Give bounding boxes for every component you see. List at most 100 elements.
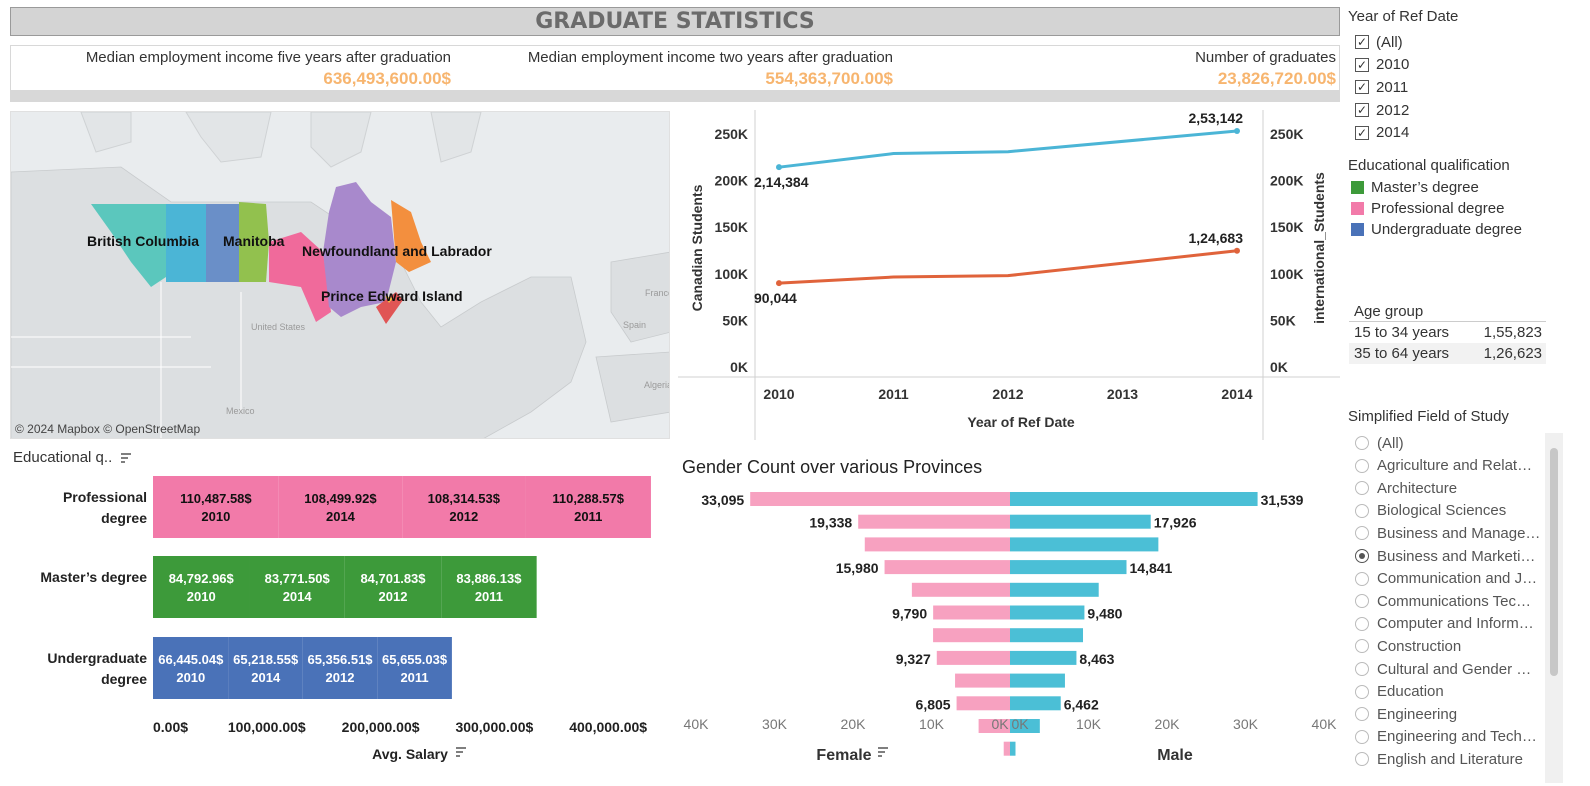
salary-x-label: Avg. Salary bbox=[372, 746, 448, 762]
line-point bbox=[1234, 247, 1240, 254]
male-bar-label: 17,926 bbox=[1154, 515, 1197, 531]
line-chart-y-tick: 0K bbox=[730, 359, 748, 375]
checkbox[interactable]: ✓ bbox=[1355, 103, 1369, 118]
age-group-row[interactable]: 15 to 34 years 1,55,823 bbox=[1349, 322, 1546, 343]
salary-bar-segment bbox=[377, 637, 452, 699]
field-filter-scroll-thumb[interactable] bbox=[1550, 448, 1558, 676]
field-option-label: Communications Tec… bbox=[1377, 592, 1531, 610]
line-chart-y2-tick: 250K bbox=[1270, 126, 1303, 142]
checkbox[interactable]: ✓ bbox=[1355, 125, 1369, 140]
field-option[interactable]: Education bbox=[1355, 681, 1444, 703]
male-bar-label: 8,463 bbox=[1079, 651, 1114, 667]
salary-x-tick: 200,000.00$ bbox=[342, 719, 420, 735]
field-option[interactable]: Computer and Inform… bbox=[1355, 613, 1534, 635]
radio-button[interactable] bbox=[1355, 549, 1369, 563]
male-bar bbox=[1010, 696, 1061, 711]
field-option[interactable]: Communication and J… bbox=[1355, 568, 1537, 590]
salary-segment-label: 65,218.55$ bbox=[233, 652, 299, 667]
male-bar bbox=[1010, 628, 1084, 643]
radio-button[interactable] bbox=[1355, 594, 1369, 609]
field-option-label: Communication and J… bbox=[1377, 570, 1538, 588]
field-option-label: Agriculture and Relat… bbox=[1377, 457, 1533, 475]
field-option[interactable]: Biological Sciences bbox=[1355, 500, 1506, 522]
female-bar bbox=[1003, 741, 1010, 756]
province-map[interactable]: United States Mexico France Spain Algeri… bbox=[10, 111, 670, 439]
female-bar-label: 19,338 bbox=[809, 515, 852, 531]
legend-label: Undergraduate degree bbox=[1371, 221, 1522, 238]
qualification-legend-item[interactable]: Master’s degree bbox=[1351, 177, 1479, 198]
salary-segment-label: 66,445.04$ bbox=[158, 652, 224, 667]
kpi-label: Median employment income five years afte… bbox=[85, 49, 451, 66]
radio-button[interactable] bbox=[1355, 458, 1369, 473]
radio-button[interactable] bbox=[1355, 436, 1369, 450]
radio-button[interactable] bbox=[1355, 616, 1369, 631]
line-point bbox=[1234, 128, 1240, 135]
field-option-label: Business and Marketi… bbox=[1377, 547, 1536, 565]
field-option[interactable]: Business and Manage… bbox=[1355, 522, 1540, 544]
field-option-label: Engineering and Tech… bbox=[1377, 728, 1537, 746]
bar-chart-avg-salary[interactable]: Educational q.. Professional degree 110,487… bbox=[10, 446, 670, 782]
salary-bar-segment bbox=[153, 556, 250, 618]
line-chart-y2-label: international_Students bbox=[1311, 172, 1327, 324]
field-option[interactable]: Engineering and Tech… bbox=[1355, 726, 1537, 748]
year-option-label: 2011 bbox=[1376, 78, 1409, 96]
checkbox[interactable]: ✓ bbox=[1355, 57, 1369, 72]
checkbox[interactable]: ✓ bbox=[1355, 35, 1369, 49]
year-option[interactable]: ✓ 2011 bbox=[1355, 76, 1408, 98]
year-option[interactable]: ✓ 2014 bbox=[1355, 122, 1409, 144]
radio-button[interactable] bbox=[1355, 729, 1369, 744]
year-option[interactable]: ✓ (All) bbox=[1355, 31, 1403, 53]
radio-button[interactable] bbox=[1355, 503, 1369, 518]
field-option[interactable]: (All) bbox=[1355, 432, 1404, 454]
radio-button[interactable] bbox=[1355, 639, 1369, 654]
field-option[interactable]: Agriculture and Relat… bbox=[1355, 455, 1532, 477]
map-attribution: © 2024 Mapbox © OpenStreetMap bbox=[15, 422, 201, 436]
radio-button[interactable] bbox=[1355, 662, 1369, 676]
salary-category-label: degree bbox=[101, 671, 147, 687]
field-option[interactable]: Business and Marketi… bbox=[1355, 545, 1535, 567]
radio-button[interactable] bbox=[1355, 684, 1369, 699]
qualification-legend-item[interactable]: Professional degree bbox=[1351, 198, 1504, 219]
year-option[interactable]: ✓ 2010 bbox=[1355, 54, 1409, 76]
line-chart-students[interactable]: 250K 250K 200K 200K 150K 150K 100K 100K 50K 50K 0K… bbox=[678, 110, 1340, 440]
qualification-legend-item[interactable]: Undergraduate degree bbox=[1351, 219, 1522, 240]
radio-dot bbox=[1359, 553, 1365, 559]
line-data-label: 2,53,142 bbox=[1189, 110, 1244, 126]
year-option[interactable]: ✓ 2012 bbox=[1355, 99, 1409, 121]
male-bar bbox=[1010, 582, 1099, 597]
field-option[interactable]: Construction bbox=[1355, 635, 1461, 657]
qualification-legend-title: Educational qualification bbox=[1348, 157, 1510, 174]
radio-button[interactable] bbox=[1355, 481, 1369, 496]
line-chart-x-label: Year of Ref Date bbox=[967, 414, 1075, 430]
field-option[interactable]: Communications Tec… bbox=[1355, 590, 1531, 612]
region-quebec bbox=[323, 182, 396, 317]
age-group-label: 35 to 64 years bbox=[1354, 345, 1450, 362]
kpi-value: 636,493,600.00$ bbox=[323, 69, 451, 88]
field-option[interactable]: Cultural and Gender … bbox=[1355, 658, 1531, 680]
field-option[interactable]: Architecture bbox=[1355, 477, 1457, 499]
radio-button[interactable] bbox=[1355, 571, 1369, 586]
field-option-label: Business and Manage… bbox=[1377, 524, 1541, 542]
region-manitoba bbox=[239, 202, 269, 282]
field-option[interactable]: Engineering bbox=[1355, 703, 1457, 725]
line-chart-y2-tick: 50K bbox=[1270, 312, 1296, 328]
salary-category-label: Master’s degree bbox=[40, 569, 147, 585]
male-bar bbox=[1010, 719, 1040, 733]
map-basemap-label: France bbox=[645, 288, 670, 298]
checkbox[interactable]: ✓ bbox=[1355, 80, 1369, 95]
female-bar-label: 6,805 bbox=[916, 696, 951, 712]
radio-button[interactable] bbox=[1355, 526, 1369, 541]
gender-x-tick-left: 10K bbox=[919, 716, 945, 732]
map-label-newfoundland: Newfoundland and Labrador bbox=[302, 243, 492, 259]
radio-button[interactable] bbox=[1355, 752, 1369, 767]
salary-bar-segment bbox=[153, 637, 229, 699]
age-group-row[interactable]: 35 to 64 years 1,26,623 bbox=[1349, 343, 1546, 364]
year-filter-title: Year of Ref Date bbox=[1348, 8, 1459, 25]
radio-button[interactable] bbox=[1355, 707, 1369, 722]
field-option[interactable]: English and Literature bbox=[1355, 748, 1523, 770]
salary-segment-label: 110,487.58$ bbox=[180, 491, 252, 506]
kpi-income-two-years: Median employment income two years after… bbox=[491, 46, 893, 90]
male-bar-label: 9,480 bbox=[1087, 606, 1122, 622]
line-chart-y2-tick: 0K bbox=[1270, 359, 1288, 375]
gender-chart[interactable]: Gender Count over various Provinces 33,09… bbox=[678, 450, 1340, 784]
